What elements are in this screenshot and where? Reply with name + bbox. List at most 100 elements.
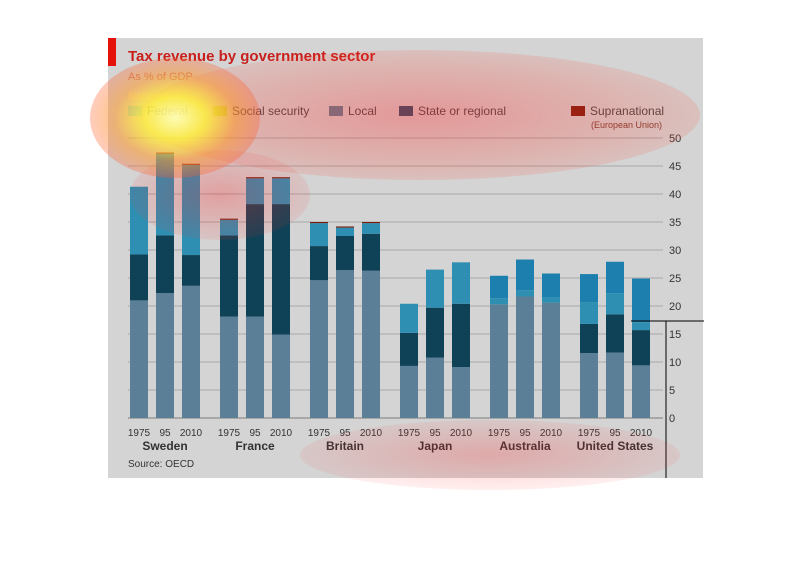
bar-segment bbox=[182, 164, 200, 256]
y-tick-label: 10 bbox=[669, 357, 681, 369]
bar-segment bbox=[246, 178, 264, 205]
bar-segment bbox=[452, 303, 470, 368]
bar-segment bbox=[246, 204, 264, 317]
bar-segment bbox=[156, 153, 174, 236]
bar-segment bbox=[516, 290, 534, 297]
red-tab-marker bbox=[108, 38, 116, 66]
bar-segment bbox=[272, 177, 290, 179]
x-tick-label: 1975 bbox=[398, 428, 421, 439]
bar-segment bbox=[272, 178, 290, 205]
bar-segment bbox=[246, 177, 264, 179]
bar-segment bbox=[606, 261, 624, 294]
bar-segment bbox=[362, 222, 380, 224]
bar-segment bbox=[426, 269, 444, 308]
bar-segment bbox=[362, 270, 380, 418]
bar-segment bbox=[310, 223, 328, 247]
bar-segment bbox=[426, 307, 444, 358]
bar-segment bbox=[490, 304, 508, 418]
legend-label-supranational: Supranational bbox=[590, 104, 665, 118]
y-tick-label: 5 bbox=[669, 385, 675, 397]
bar-segment bbox=[156, 152, 174, 154]
y-tick-label: 40 bbox=[669, 189, 681, 201]
bar-segment bbox=[400, 303, 418, 333]
x-tick-label: 95 bbox=[519, 428, 531, 439]
x-tick-label: 2010 bbox=[630, 428, 653, 439]
legend-item-supranational: Supranational bbox=[571, 104, 664, 118]
bar-segment bbox=[632, 322, 650, 331]
bar-segment bbox=[336, 227, 354, 236]
y-tick-label: 35 bbox=[669, 217, 681, 229]
bar-segment bbox=[490, 298, 508, 305]
bar-segment bbox=[490, 275, 508, 299]
bar-segment bbox=[336, 236, 354, 271]
bar-segment bbox=[632, 278, 650, 323]
bar-segment bbox=[580, 302, 598, 324]
bar-segment bbox=[542, 273, 560, 298]
y-tick-label: 20 bbox=[669, 301, 681, 313]
bar-segment bbox=[542, 297, 560, 303]
bar-segment bbox=[362, 233, 380, 271]
bar-segment bbox=[362, 223, 380, 234]
x-tick-label: 2010 bbox=[450, 428, 473, 439]
bar-segment bbox=[220, 219, 238, 236]
bar-segment bbox=[182, 163, 200, 165]
x-tick-label: 2010 bbox=[540, 428, 563, 439]
bar-segment bbox=[156, 293, 174, 418]
y-tick-label: 45 bbox=[669, 161, 681, 173]
y-tick-label: 0 bbox=[669, 413, 675, 425]
x-tick-label: 1975 bbox=[308, 428, 331, 439]
bar-segment bbox=[310, 280, 328, 418]
bar-segment bbox=[220, 316, 238, 418]
country-label: Britain bbox=[326, 439, 364, 453]
bar-segment bbox=[130, 254, 148, 301]
x-tick-label: 2010 bbox=[270, 428, 293, 439]
bar-segment bbox=[310, 246, 328, 281]
x-tick-label: 1975 bbox=[218, 428, 241, 439]
bar-segment bbox=[580, 323, 598, 354]
bar-segment bbox=[606, 293, 624, 315]
y-tick-label: 50 bbox=[669, 133, 681, 145]
bar-segment bbox=[606, 352, 624, 418]
country-label: France bbox=[235, 439, 275, 453]
bar-segment bbox=[220, 218, 238, 220]
country-label: Japan bbox=[418, 439, 453, 453]
x-tick-label: 95 bbox=[339, 428, 351, 439]
bar-segment bbox=[182, 255, 200, 286]
bar-segment bbox=[220, 235, 238, 317]
legend-swatch-supranational bbox=[571, 106, 585, 116]
legend-label-local: Local bbox=[348, 104, 377, 118]
bar-segment bbox=[516, 259, 534, 291]
bar-segment bbox=[426, 357, 444, 418]
bar-segment bbox=[246, 316, 264, 418]
bar-segment bbox=[580, 274, 598, 303]
x-tick-label: 2010 bbox=[360, 428, 383, 439]
legend-swatch-state bbox=[399, 106, 413, 116]
x-tick-label: 1975 bbox=[578, 428, 601, 439]
bar-segment bbox=[272, 334, 290, 418]
bar-segment bbox=[632, 330, 650, 366]
bar-segment bbox=[130, 300, 148, 418]
legend-item-state: State or regional bbox=[399, 104, 506, 118]
y-tick-label: 15 bbox=[669, 329, 681, 341]
bar-segment bbox=[580, 353, 598, 418]
legend-item-local: Local bbox=[329, 104, 377, 118]
bar-segment bbox=[336, 270, 354, 418]
bar-segment bbox=[272, 204, 290, 335]
bar-segment bbox=[400, 365, 418, 418]
bar-segment bbox=[452, 367, 470, 418]
x-tick-label: 95 bbox=[249, 428, 261, 439]
country-label: United States bbox=[577, 439, 654, 453]
country-label: Sweden bbox=[142, 439, 187, 453]
bar-segment bbox=[130, 186, 148, 255]
bar-segment bbox=[336, 226, 354, 228]
bar-segment bbox=[542, 302, 560, 418]
x-tick-label: 95 bbox=[159, 428, 171, 439]
legend-swatch-local bbox=[329, 106, 343, 116]
bar-segment bbox=[182, 285, 200, 418]
y-tick-label: 30 bbox=[669, 245, 681, 257]
legend-note-eu: (European Union) bbox=[591, 120, 663, 130]
x-tick-label: 1975 bbox=[488, 428, 511, 439]
x-tick-label: 2010 bbox=[180, 428, 203, 439]
y-tick-label: 25 bbox=[669, 273, 681, 285]
